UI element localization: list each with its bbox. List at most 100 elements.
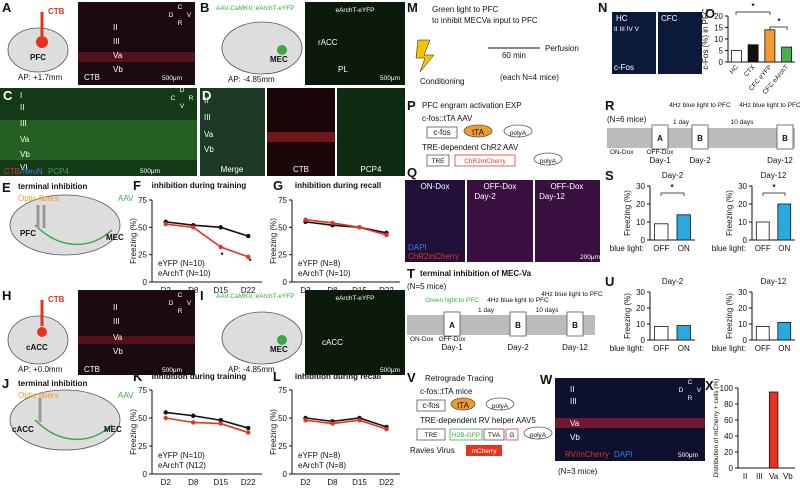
compass: C: [171, 95, 176, 102]
label: 60 min: [502, 51, 526, 60]
label: Retrograde Tracing: [425, 374, 493, 383]
compass: V: [187, 300, 192, 307]
label: DAPI: [614, 450, 633, 459]
label: Vb: [204, 145, 214, 154]
label: 4Hz blue light to PFC: [739, 102, 800, 109]
label: TRE-dependent RV helper AAV5: [420, 416, 536, 425]
panel-label: O: [705, 6, 715, 21]
label: MEC: [104, 425, 122, 434]
x-axis-label: blue light:: [712, 344, 746, 353]
bar: [768, 391, 779, 469]
label: II: [204, 96, 208, 105]
label: Va: [570, 419, 580, 428]
label: Vb: [20, 150, 30, 159]
x-tick-label: D22: [241, 286, 256, 295]
label: TRE: [425, 432, 439, 439]
x-tick-label: HC: [729, 64, 741, 76]
chart-title: inhibition during training: [152, 372, 247, 381]
y-tick-label: 30: [636, 288, 645, 297]
label: P: [407, 98, 416, 113]
label: (each N=4 mice): [500, 73, 559, 82]
x-tick-label: OFF: [653, 244, 669, 253]
compass: D: [180, 87, 185, 94]
x-tick-label: D22: [241, 478, 256, 487]
label: Day-2: [689, 156, 711, 165]
label: to inhibit MECVa input to PFC: [432, 16, 538, 25]
y-tick-label: 0: [641, 336, 646, 345]
compass: R: [178, 20, 183, 27]
y-axis-label: Freezing (%): [623, 190, 632, 236]
sig-bracket: [762, 192, 786, 196]
label: H: [2, 288, 11, 303]
label: Day-2: [507, 343, 529, 352]
point: [218, 418, 223, 423]
y-tick-label: 25: [278, 251, 287, 260]
x-tick-label: OFF: [755, 344, 771, 353]
label: W: [540, 372, 553, 387]
annotation: *: [248, 257, 252, 266]
x-tick-label: ON: [778, 344, 790, 353]
label: M: [407, 0, 418, 15]
label: ChR2mCherry: [464, 158, 506, 165]
label: Green light to PFC: [425, 297, 479, 304]
y-tick-label: 25: [138, 442, 147, 451]
compass: V: [697, 387, 702, 394]
label: OFF-Dox: [551, 182, 584, 191]
y-tick-label: 30: [738, 182, 747, 191]
label: 500μm: [162, 75, 182, 82]
sig-bracket: [660, 192, 685, 196]
label: cACC: [322, 338, 343, 347]
y-tick-label: 20: [724, 448, 733, 457]
annotation: *: [772, 183, 776, 192]
point: [218, 225, 223, 230]
point: [384, 427, 389, 432]
y-axis-label: c-Fos (%) in PFC: [701, 8, 710, 70]
label: AAV: [118, 194, 134, 203]
y-tick-label: 30: [636, 182, 645, 191]
y-tick-label: 0: [743, 236, 748, 245]
label: c-fos: [422, 401, 439, 410]
bar: [777, 203, 792, 241]
chart-title: inhibition during recall: [295, 372, 381, 381]
y-tick-label: 50: [278, 223, 287, 232]
label: CFC: [661, 14, 678, 23]
label: polyA: [540, 158, 557, 165]
x-tick-label: D22: [379, 286, 394, 295]
y-axis-label: Freezing (%): [725, 293, 734, 339]
chart-title: inhibition during recall: [295, 181, 381, 190]
label: AP: +0.0mm: [18, 365, 63, 374]
label: tTA: [457, 401, 470, 410]
y-tick-label: 75: [278, 196, 287, 205]
bar: [764, 29, 776, 63]
label: N: [598, 0, 607, 15]
label: III: [113, 317, 120, 326]
label: PL: [338, 65, 348, 74]
label: Optic fibers: [18, 194, 58, 203]
label: D: [202, 88, 211, 103]
y-tick-label: 20: [636, 200, 645, 209]
x-tick-label: D15: [213, 286, 228, 295]
label: III: [20, 119, 27, 128]
label: AP: -4.85mm: [228, 365, 275, 374]
label: (N=5 mice): [407, 282, 447, 291]
x-tick-label: Va: [769, 472, 779, 481]
y-tick-label: 0: [143, 470, 148, 479]
x-tick-label: D8: [188, 478, 199, 487]
point: [163, 221, 168, 227]
label: H2B-GFP: [452, 432, 480, 439]
label: eArchT-eYFP: [335, 295, 374, 302]
label: 500μm: [678, 452, 698, 459]
point: [384, 232, 389, 238]
x-tick-label: ON: [678, 344, 690, 353]
label: II: [570, 385, 574, 394]
y-tick-label: 0: [283, 470, 288, 479]
x-tick-label: OFF: [755, 244, 771, 253]
annotation: *: [670, 183, 674, 192]
chart-title: Day-2: [662, 277, 684, 286]
label: MEC: [106, 233, 124, 242]
x-tick-label: D2: [300, 286, 311, 295]
label: B: [697, 134, 703, 143]
label: III: [570, 397, 577, 406]
label: Day-12: [539, 192, 565, 201]
compass: D: [169, 300, 174, 307]
